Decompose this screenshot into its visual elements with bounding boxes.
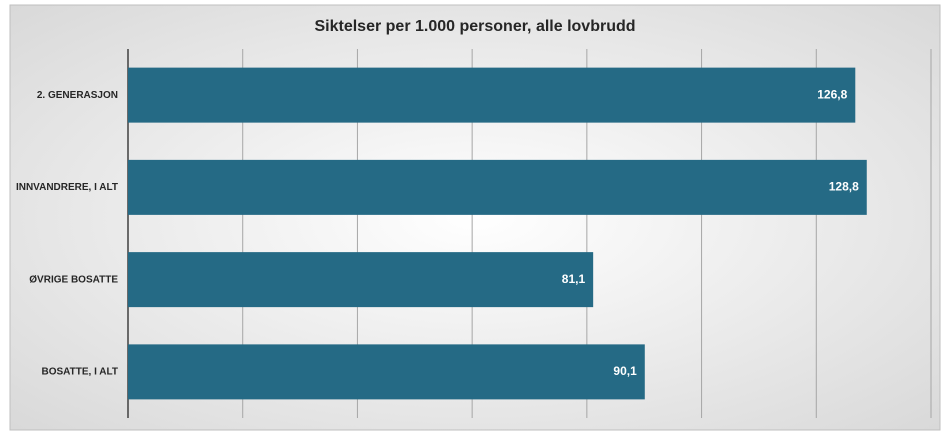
y-tick-label: BOSATTE, I ALT: [42, 367, 118, 378]
y-tick-label: INNVANDRERE, I ALT: [16, 182, 118, 193]
bar: [128, 344, 645, 400]
value-label: 126,8: [817, 87, 847, 101]
bar: [128, 252, 594, 308]
chart-title: Siktelser per 1.000 personer, alle lovbr…: [314, 18, 635, 35]
y-tick-label: 2. GENERASJON: [37, 90, 118, 101]
bar: [128, 159, 867, 215]
y-tick-label: ØVRIGE BOSATTE: [29, 274, 118, 285]
value-label: 90,1: [613, 364, 637, 378]
value-label: 128,8: [829, 180, 859, 194]
value-label: 81,1: [562, 272, 586, 286]
bar: [128, 67, 856, 123]
